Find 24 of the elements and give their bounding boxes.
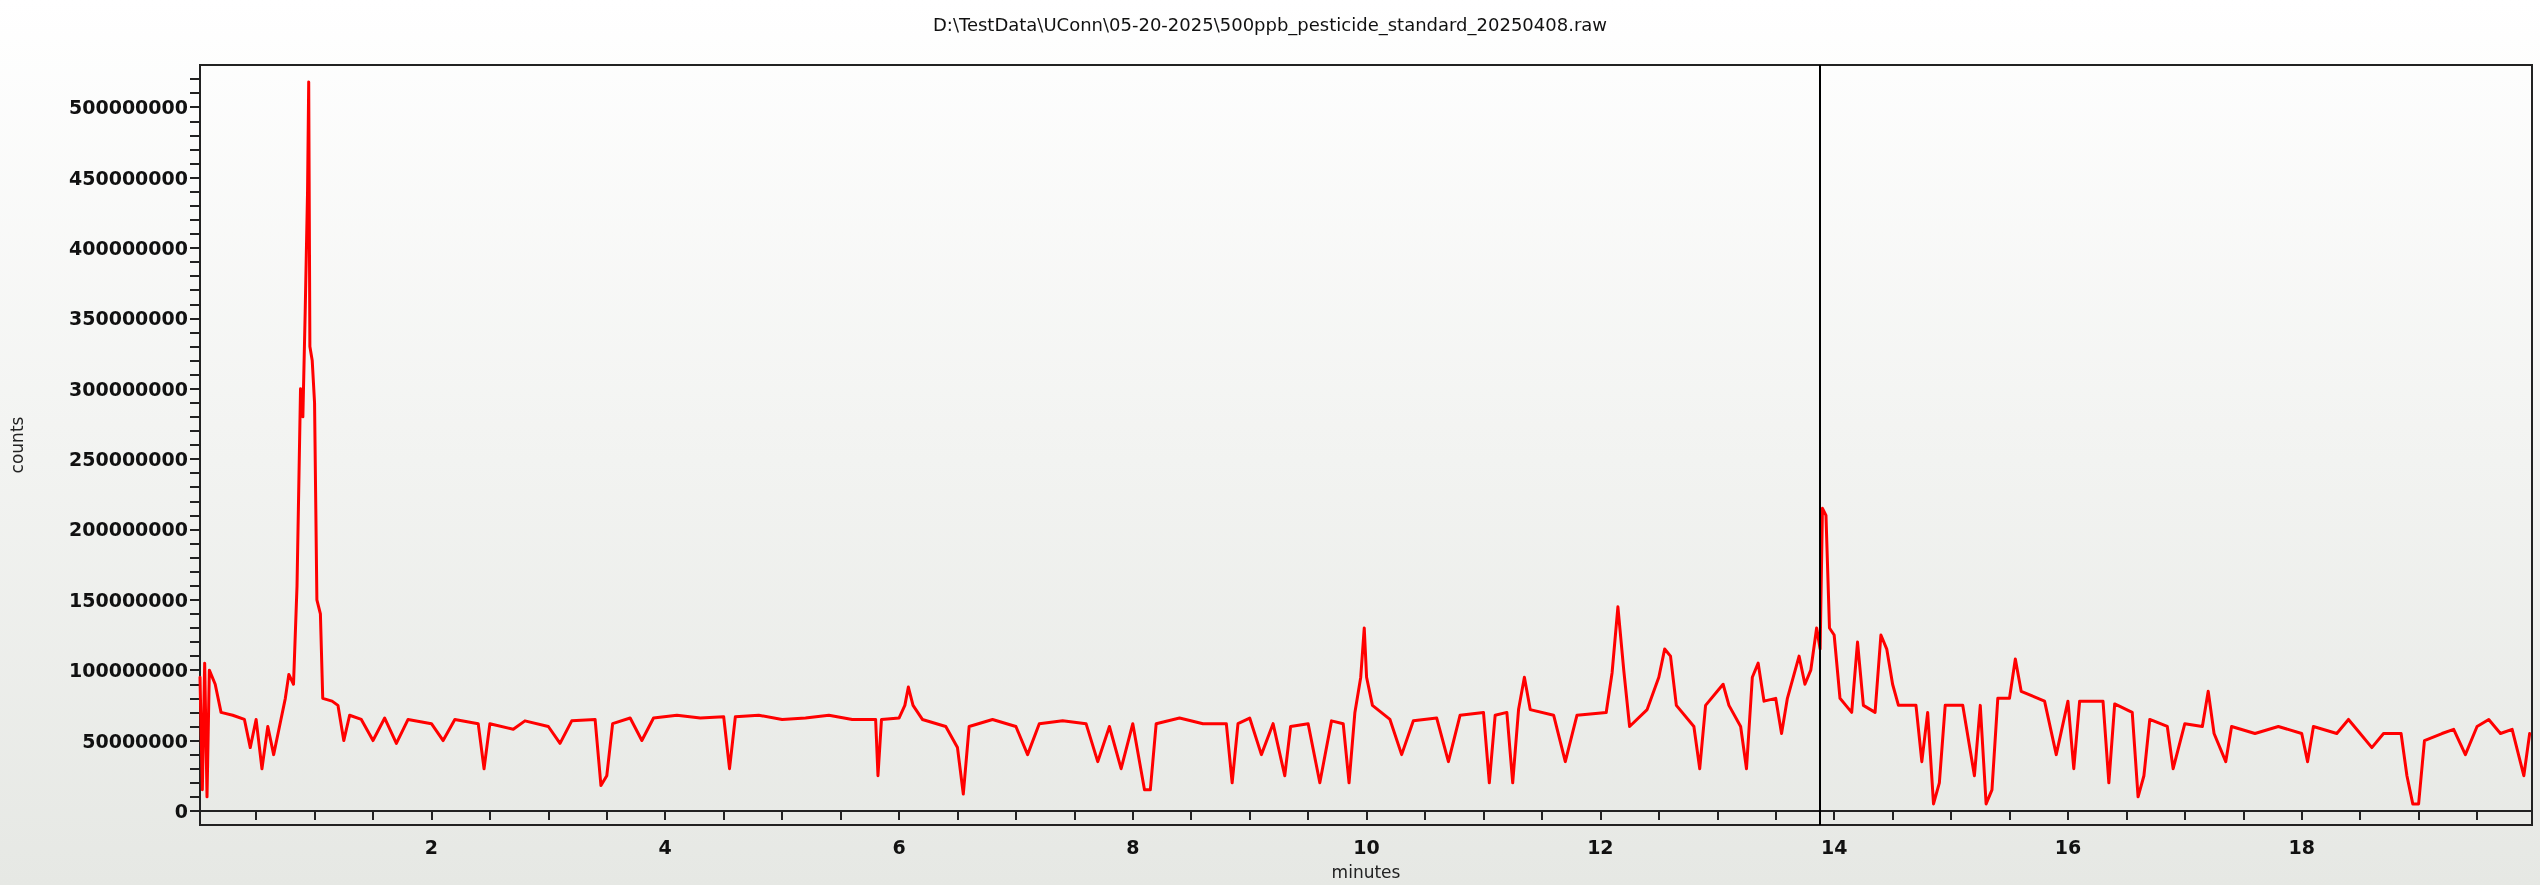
x-tick-label: 10 xyxy=(1353,835,1380,858)
x-tick-label: 14 xyxy=(1820,835,1848,858)
x-tick-label: 2 xyxy=(424,835,439,858)
y-tick-label: 200000000 xyxy=(69,518,188,541)
y-tick-label: 50000000 xyxy=(82,729,188,752)
y-axis-title: counts xyxy=(6,416,27,474)
y-tick-label: 0 xyxy=(174,799,188,822)
y-tick-label: 150000000 xyxy=(69,588,188,611)
x-tick-label: 8 xyxy=(1126,835,1140,858)
x-tick-label: 6 xyxy=(892,835,906,858)
x-tick-label: 12 xyxy=(1587,835,1614,858)
x-tick-label: 16 xyxy=(2054,835,2082,858)
line-series xyxy=(198,80,2532,806)
x-tick-label: 4 xyxy=(658,835,672,858)
y-tick-label: 350000000 xyxy=(69,307,188,330)
y-tick-label: 500000000 xyxy=(69,96,188,119)
chart-title: D:\TestData\UConn\05-20-2025\500ppb_pesticide_standard_20250408.raw xyxy=(932,13,1608,36)
y-tick-label: 450000000 xyxy=(69,166,188,189)
x-tick-label: 18 xyxy=(2288,835,2315,858)
y-tick-label: 400000000 xyxy=(69,236,188,259)
y-tick-label: 100000000 xyxy=(69,659,188,682)
y-tick-label: 300000000 xyxy=(69,377,188,400)
y-tick-label: 250000000 xyxy=(69,448,188,471)
x-axis-title: minutes xyxy=(1331,861,1401,882)
